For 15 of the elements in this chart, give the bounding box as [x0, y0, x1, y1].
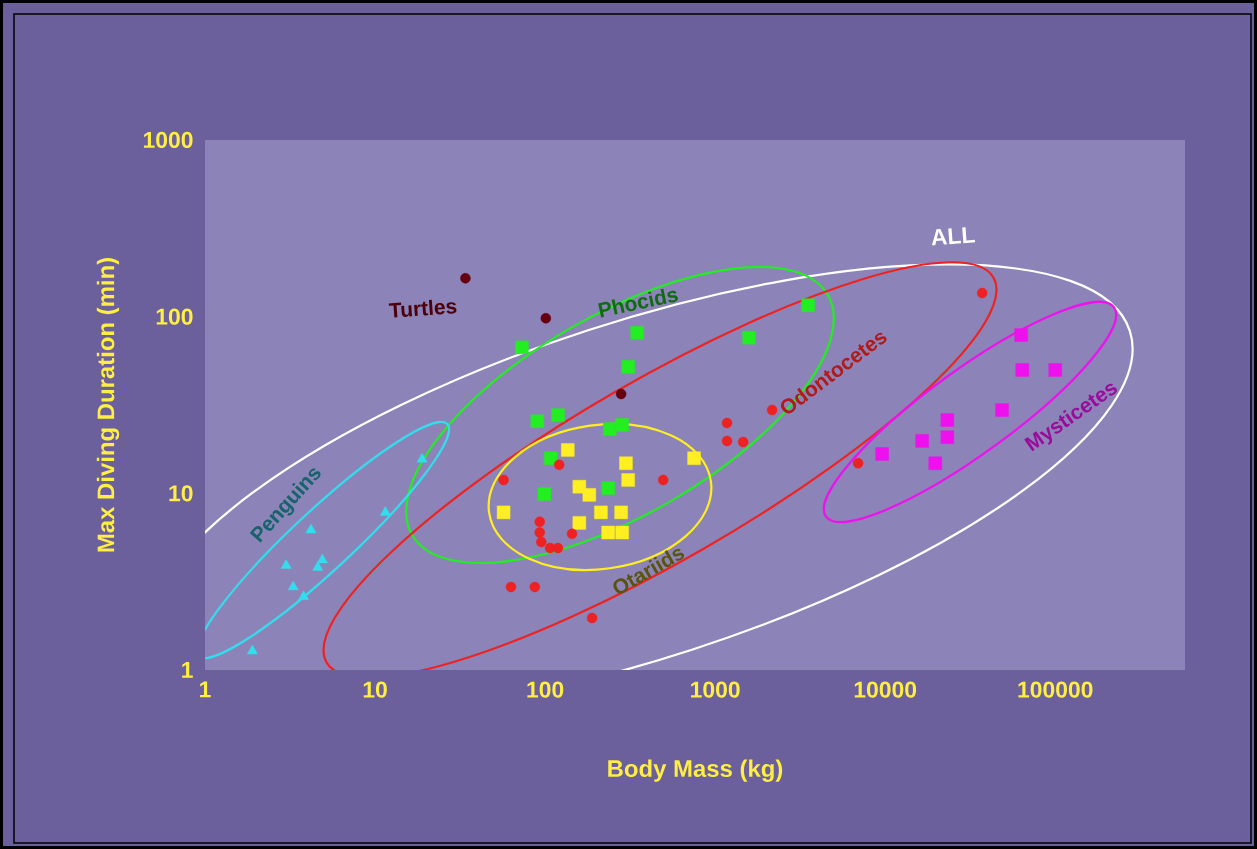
x-axis-title: Body Mass (kg) [608, 759, 783, 782]
y-tick-label: 10 [169, 485, 193, 502]
y-tick-label: 1000 [143, 131, 193, 149]
x-tick-label: 10000 [854, 681, 917, 698]
text: Phocids [598, 288, 678, 318]
x-tick-label: 1 [200, 681, 211, 698]
x-tick-label: 100 [527, 681, 564, 698]
y-tick-label: 1 [182, 662, 193, 678]
series-label: Turtles [388, 299, 457, 318]
x-tick-label: 10 [363, 681, 387, 698]
y-axis-title: Max Diving Duration (min) [96, 258, 120, 552]
y-tick-label: 100 [156, 308, 193, 325]
x-tick-label: 100000 [1018, 681, 1093, 698]
x-tick-label: 1000 [691, 681, 740, 698]
annotation: ALL [931, 227, 976, 246]
